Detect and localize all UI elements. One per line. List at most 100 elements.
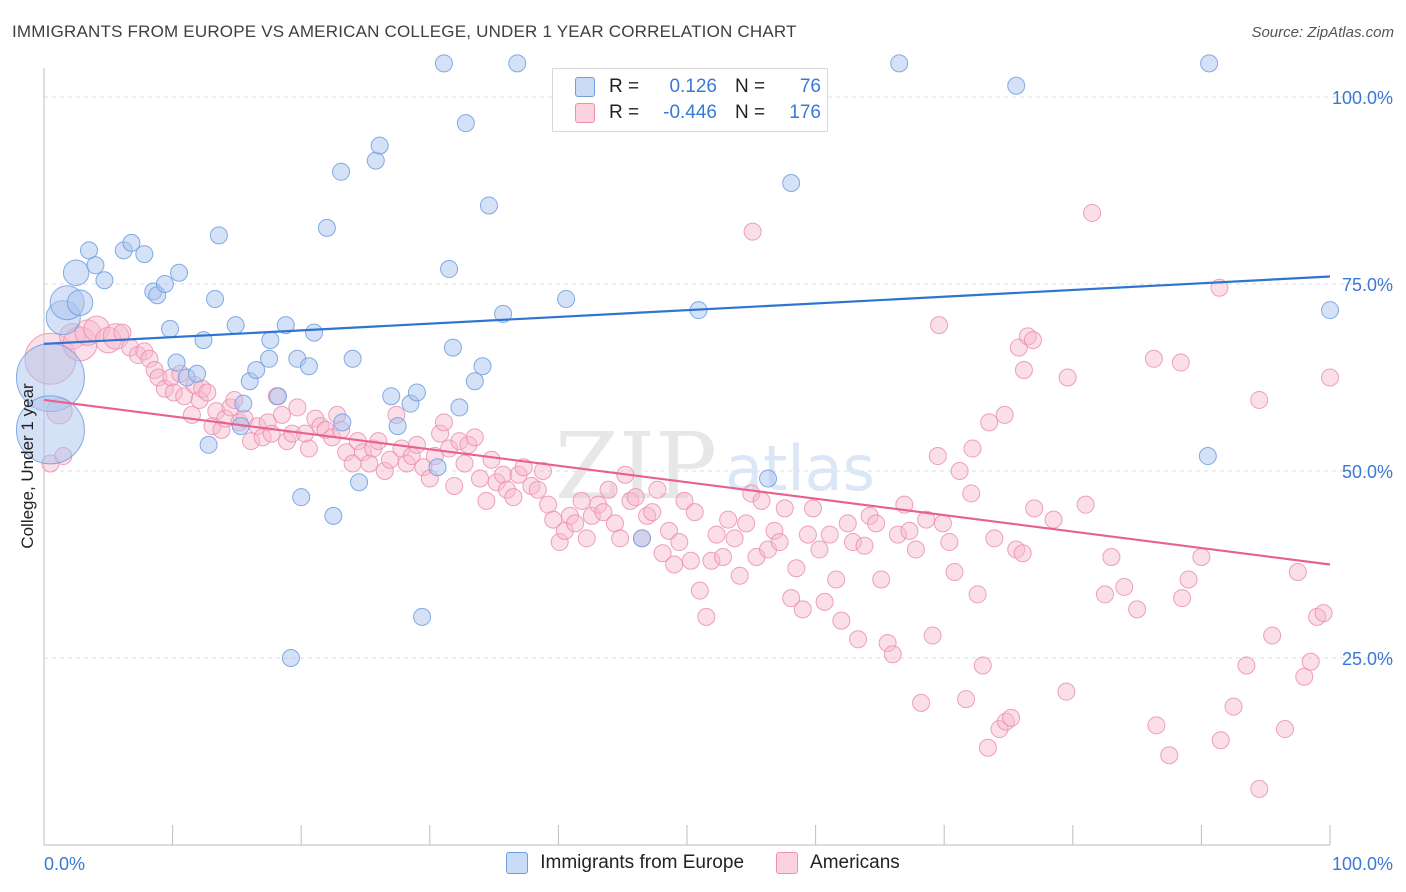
data-point — [333, 413, 352, 432]
data-point — [272, 405, 291, 424]
legend-swatch-pink — [575, 103, 595, 123]
data-point — [80, 241, 99, 260]
data-point — [605, 514, 624, 533]
data-point — [299, 357, 318, 376]
data-point — [697, 607, 716, 626]
legend-swatch-blue — [506, 852, 529, 874]
data-point — [155, 379, 174, 398]
data-point — [497, 480, 516, 499]
data-point — [199, 435, 218, 454]
correlation-legend: R = 0.126 N = 76 R = -0.446 N = 176 — [552, 68, 828, 132]
data-point — [465, 428, 484, 447]
data-point — [353, 443, 372, 462]
r-label: R = — [609, 102, 640, 123]
data-point — [360, 454, 379, 473]
legend-item-americans[interactable]: Americans — [776, 852, 900, 874]
data-point — [770, 533, 789, 552]
data-point — [1314, 604, 1333, 623]
x-tick-label: 100.0% — [1332, 854, 1393, 874]
data-point — [725, 529, 744, 548]
data-point — [1288, 562, 1307, 581]
data-point — [1173, 589, 1192, 608]
data-point — [1025, 499, 1044, 518]
data-point — [388, 417, 407, 436]
data-point — [867, 514, 886, 533]
data-point — [804, 499, 823, 518]
data-point — [316, 420, 335, 439]
data-point — [815, 592, 834, 611]
watermark-atlas: atlas — [725, 432, 875, 505]
data-point — [765, 521, 784, 540]
y-tick-label: 50.0% — [1342, 462, 1393, 482]
data-point — [1144, 349, 1163, 368]
data-point — [878, 634, 897, 653]
data-point — [968, 585, 987, 604]
data-point — [572, 491, 591, 510]
data-point — [1179, 570, 1198, 589]
data-point — [413, 607, 432, 626]
data-point — [188, 364, 207, 383]
data-point — [242, 432, 261, 451]
data-point — [102, 323, 130, 350]
data-point — [1224, 697, 1243, 716]
legend-item-immigrants[interactable]: Immigrants from Europe — [506, 852, 744, 874]
data-point — [940, 533, 959, 552]
data-point — [382, 387, 401, 406]
data-point — [175, 387, 194, 406]
data-point — [170, 263, 189, 282]
data-point — [1301, 652, 1320, 671]
data-point — [675, 491, 694, 510]
data-point — [1321, 301, 1339, 320]
data-point — [962, 484, 981, 503]
data-point — [1002, 708, 1021, 727]
data-point — [1160, 746, 1179, 765]
data-point — [1200, 54, 1219, 73]
data-point — [288, 398, 307, 417]
data-point — [292, 488, 311, 507]
data-point — [455, 454, 474, 473]
data-point — [482, 450, 501, 469]
data-point — [450, 398, 469, 417]
data-point — [95, 271, 114, 290]
data-point — [793, 600, 812, 619]
data-point — [206, 289, 225, 308]
data-point — [299, 439, 318, 458]
data-point — [1275, 720, 1294, 739]
data-point — [990, 720, 1009, 739]
data-point — [1076, 495, 1095, 514]
data-point — [917, 510, 936, 529]
data-point — [782, 589, 801, 608]
data-point — [550, 533, 569, 552]
data-point — [1263, 626, 1282, 645]
data-point — [113, 323, 132, 342]
data-point — [207, 402, 226, 421]
data-point — [260, 349, 279, 368]
data-point — [161, 319, 180, 338]
data-point — [659, 521, 678, 540]
data-point — [963, 439, 982, 458]
legend-label: Immigrants from Europe — [540, 852, 745, 873]
data-point — [702, 551, 721, 570]
data-point — [450, 432, 469, 451]
data-point — [212, 420, 231, 439]
data-point — [305, 323, 324, 342]
data-point — [487, 473, 506, 492]
immigrants-points — [15, 54, 1339, 667]
data-point — [883, 645, 902, 664]
data-point — [343, 349, 362, 368]
data-point — [1102, 548, 1121, 567]
data-point — [234, 394, 253, 413]
data-point — [407, 435, 426, 454]
data-point — [528, 480, 547, 499]
data-point — [594, 503, 613, 522]
data-point — [832, 611, 851, 630]
data-point — [1095, 585, 1114, 604]
data-point — [470, 469, 489, 488]
data-point — [582, 506, 601, 525]
data-point — [1115, 577, 1134, 596]
data-point — [557, 289, 576, 308]
data-point — [465, 372, 484, 391]
data-point — [872, 570, 891, 589]
source-label: Source: ZipAtlas.com — [1251, 24, 1394, 41]
data-point — [1058, 368, 1077, 387]
